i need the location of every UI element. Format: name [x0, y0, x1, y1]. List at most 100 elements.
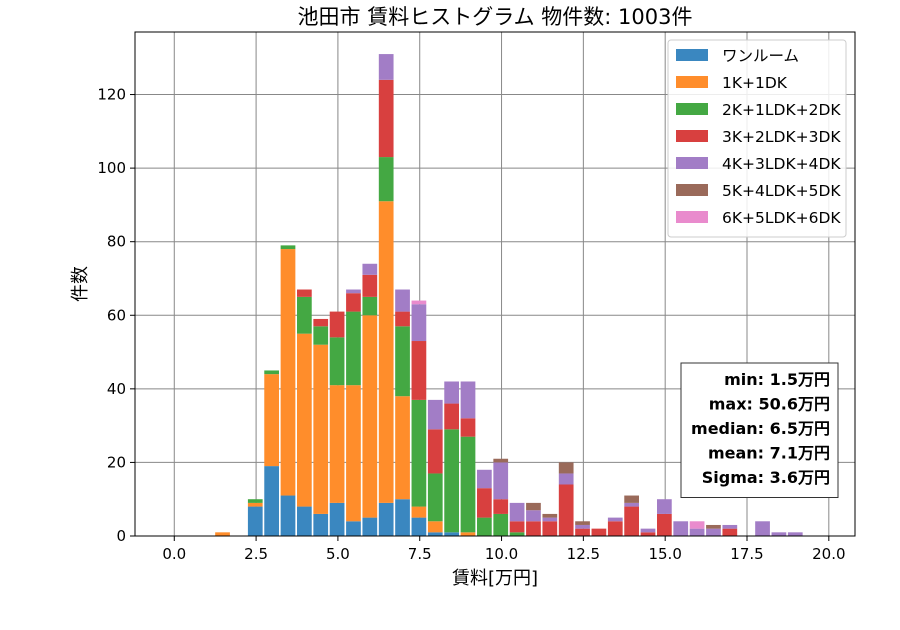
legend-swatch-0 — [676, 49, 708, 61]
bar-series-1-bin-9 — [378, 201, 394, 503]
x-tick-label-5: 12.5 — [567, 545, 600, 563]
bar-series-3-bin-13 — [444, 403, 459, 430]
x-tick-label-2: 5.0 — [326, 545, 350, 563]
bar-series-3-bin-14 — [460, 418, 476, 437]
bar-series-4-bin-32 — [771, 532, 787, 536]
bar-series-5-bin-18 — [526, 502, 541, 511]
legend-swatch-4 — [676, 157, 708, 169]
bar-series-0-bin-9 — [378, 502, 394, 536]
bar-series-4-bin-29 — [706, 528, 721, 536]
bar-series-2-bin-12 — [427, 473, 443, 522]
bar-series-0-bin-1 — [247, 506, 263, 536]
bar-series-4-bin-25 — [640, 528, 656, 533]
stats-line-4: Sigma: 3.6万円 — [702, 468, 830, 487]
stats-line-2: median: 6.5万円 — [691, 419, 830, 438]
bar-series-4-bin-17 — [509, 502, 525, 522]
stats-line-3: mean: 7.1万円 — [708, 444, 830, 463]
stats-line-0: min: 1.5万円 — [724, 370, 830, 389]
grid-lines — [135, 32, 855, 537]
bar-series-4-bin-24 — [624, 502, 639, 507]
stats-line-1: max: 50.6万円 — [709, 395, 830, 414]
bar-series-2-bin-2 — [264, 370, 279, 375]
bar-series-1-bin-14 — [460, 532, 476, 536]
bar-series-0-bin-2 — [264, 466, 279, 536]
bar-series-1-bin-4 — [297, 333, 312, 507]
bar-series-0-bin-4 — [297, 506, 312, 536]
plot-frame — [134, 31, 856, 537]
bar-series-0-bin-13 — [444, 532, 459, 536]
stats-box: min: 1.5万円 max: 50.6万円 median: 6.5万円 mean: … — [680, 362, 839, 498]
bar-series-3-bin-22 — [591, 528, 607, 536]
bar-series-2-bin-5 — [313, 326, 329, 345]
legend-swatch-1 — [676, 76, 708, 88]
bar-series-4-bin-21 — [575, 524, 590, 529]
y-tick-label-0: 0 — [116, 527, 126, 545]
legend-swatch-6 — [676, 211, 708, 223]
bar-series-1-bin-12 — [427, 521, 443, 533]
bar-series-3-bin-9 — [378, 79, 394, 158]
bar-series-5-bin-21 — [575, 521, 590, 525]
bar-series-4-bin-26 — [657, 499, 672, 514]
bar-series-3-bin-15 — [477, 488, 492, 518]
y-tick-label-2: 40 — [107, 380, 126, 398]
legend: ワンルーム 1K+1DK 2K+1LDK+2DK 3K+2LDK+3DK 4K+3LDK… — [667, 39, 847, 238]
x-tick-label-8: 20.0 — [812, 545, 845, 563]
x-tick-label-4: 10.0 — [485, 545, 518, 563]
bar-series-4-bin-13 — [444, 381, 459, 404]
bar-series-4-bin-12 — [427, 399, 443, 430]
bar-series-3-bin-4 — [297, 289, 312, 297]
bar-series-3-bin-16 — [493, 499, 509, 514]
y-axis-label: 件数 — [70, 266, 91, 302]
bar-series-4-bin-23 — [607, 517, 623, 522]
bar-series-3-bin-8 — [362, 274, 378, 297]
bar-series-4-bin-28 — [689, 528, 705, 536]
chart-title: 池田市 賃料ヒストグラム 物件数: 1003件 — [298, 5, 693, 29]
legend-frame — [667, 39, 847, 238]
bar-series-3-bin-23 — [607, 521, 623, 536]
y-axis-ticks: 0 20 40 60 80 100 120 — [97, 86, 135, 545]
bar-series-3-bin-18 — [526, 521, 541, 536]
x-axis-label: 賃料[万円] — [452, 568, 538, 589]
bar-series-3-bin-26 — [657, 513, 672, 536]
legend-swatch-5 — [676, 184, 708, 196]
bar-series-3-bin-19 — [542, 521, 558, 536]
bar-series-2-bin-6 — [329, 337, 345, 386]
bar-series-1-bin-2 — [264, 374, 279, 467]
bar-series-2-bin-10 — [395, 326, 410, 397]
x-tick-label-6: 15.0 — [648, 545, 681, 563]
bar-series-0-bin-8 — [362, 517, 378, 536]
bar-series-5-bin-19 — [542, 513, 558, 518]
bar-series-3-bin-21 — [575, 528, 590, 536]
bar-series-3-bin-10 — [395, 311, 410, 327]
bar-series-4-bin-19 — [542, 517, 558, 522]
x-tick-label-1: 2.5 — [244, 545, 268, 563]
legend-label-5: 5K+4LDK+5DK — [722, 182, 841, 200]
bar-series-1-bin-10 — [395, 396, 410, 500]
bar-series-2-bin-4 — [297, 296, 312, 334]
bar-series-1-bin-5 — [313, 344, 329, 514]
bar-series-2-bin-17 — [509, 532, 525, 536]
y-tick-label-1: 20 — [107, 453, 126, 471]
bar-series-4-bin-33 — [787, 532, 803, 536]
bar-series-6-bin-28 — [689, 521, 705, 529]
bar-series-1-bin-8 — [362, 315, 378, 518]
legend-label-2: 2K+1LDK+2DK — [722, 101, 841, 119]
bar-series-5-bin-20 — [558, 462, 574, 474]
bar-series-3-bin-7 — [346, 293, 361, 312]
bar-series-4-bin-9 — [378, 54, 394, 80]
bar-series-1-bin-1 — [247, 502, 263, 507]
bar-series-1-bin-6 — [329, 385, 345, 503]
x-tick-label-3: 7.5 — [408, 545, 432, 563]
stats-frame — [680, 362, 839, 498]
bar-series-1-bin-7 — [346, 385, 361, 522]
x-tick-label-0: 0.0 — [162, 545, 186, 563]
y-tick-label-5: 100 — [97, 159, 126, 177]
bar-series-0-bin-5 — [313, 513, 329, 536]
bar-series-1-bin-0 — [215, 532, 230, 536]
bar-series-4-bin-14 — [460, 381, 476, 419]
bar-series-5-bin-16 — [493, 458, 509, 463]
legend-label-6: 6K+5LDK+6DK — [722, 209, 841, 227]
bar-series-3-bin-6 — [329, 311, 345, 338]
bar-series-3-bin-25 — [640, 532, 656, 536]
